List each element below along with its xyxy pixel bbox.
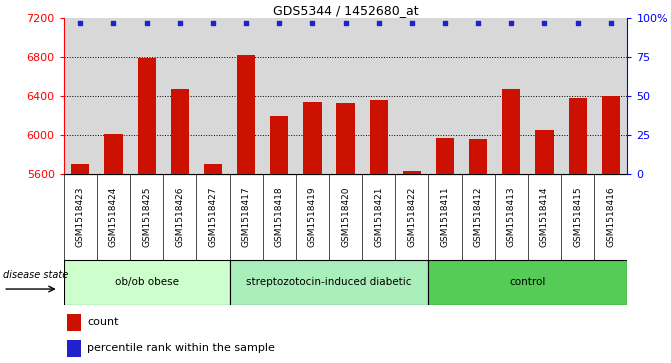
Point bbox=[75, 20, 86, 26]
Bar bbox=[170, 89, 189, 174]
Text: GSM1518421: GSM1518421 bbox=[374, 187, 383, 247]
Bar bbox=[204, 163, 222, 174]
Bar bbox=[71, 163, 89, 174]
Text: GSM1518413: GSM1518413 bbox=[507, 187, 516, 247]
Text: GSM1518416: GSM1518416 bbox=[607, 187, 615, 247]
Bar bbox=[568, 98, 586, 174]
Point bbox=[274, 20, 285, 26]
Text: GSM1518427: GSM1518427 bbox=[209, 187, 217, 247]
Bar bbox=[535, 130, 554, 174]
Bar bbox=[403, 171, 421, 174]
Text: streptozotocin-induced diabetic: streptozotocin-induced diabetic bbox=[246, 277, 412, 287]
Title: GDS5344 / 1452680_at: GDS5344 / 1452680_at bbox=[272, 4, 419, 17]
Point bbox=[174, 20, 185, 26]
Point bbox=[539, 20, 550, 26]
Text: GSM1518424: GSM1518424 bbox=[109, 187, 118, 247]
Bar bbox=[429, 260, 627, 305]
Bar bbox=[436, 138, 454, 174]
Bar bbox=[270, 116, 289, 174]
Bar bbox=[370, 100, 388, 174]
Point bbox=[340, 20, 351, 26]
Point bbox=[108, 20, 119, 26]
Text: GSM1518415: GSM1518415 bbox=[573, 187, 582, 247]
Text: GSM1518412: GSM1518412 bbox=[474, 187, 482, 247]
Text: control: control bbox=[510, 277, 546, 287]
Point bbox=[473, 20, 484, 26]
Text: GSM1518425: GSM1518425 bbox=[142, 187, 151, 247]
Bar bbox=[502, 89, 521, 174]
Text: GSM1518417: GSM1518417 bbox=[242, 187, 250, 247]
Point bbox=[373, 20, 384, 26]
Point bbox=[307, 20, 318, 26]
Text: GSM1518411: GSM1518411 bbox=[441, 187, 450, 247]
Text: ob/ob obese: ob/ob obese bbox=[115, 277, 178, 287]
Text: percentile rank within the sample: percentile rank within the sample bbox=[87, 343, 275, 354]
Text: GSM1518420: GSM1518420 bbox=[341, 187, 350, 247]
Point bbox=[407, 20, 417, 26]
Bar bbox=[229, 260, 429, 305]
Text: GSM1518423: GSM1518423 bbox=[76, 187, 85, 247]
Point bbox=[605, 20, 616, 26]
Bar bbox=[336, 102, 355, 174]
Text: GSM1518414: GSM1518414 bbox=[540, 187, 549, 247]
Text: GSM1518419: GSM1518419 bbox=[308, 187, 317, 247]
Text: GSM1518418: GSM1518418 bbox=[274, 187, 284, 247]
Text: disease state: disease state bbox=[3, 270, 68, 281]
Point bbox=[142, 20, 152, 26]
Bar bbox=[237, 55, 255, 174]
Point bbox=[207, 20, 218, 26]
Point bbox=[440, 20, 450, 26]
Bar bbox=[67, 314, 81, 331]
Text: GSM1518422: GSM1518422 bbox=[407, 187, 417, 247]
Bar bbox=[469, 139, 487, 174]
Bar bbox=[138, 58, 156, 174]
Bar bbox=[303, 102, 321, 174]
Text: count: count bbox=[87, 317, 119, 327]
Point bbox=[506, 20, 517, 26]
Point bbox=[572, 20, 583, 26]
Point bbox=[241, 20, 252, 26]
Text: GSM1518426: GSM1518426 bbox=[175, 187, 185, 247]
Bar bbox=[67, 340, 81, 357]
Bar bbox=[105, 134, 123, 174]
Bar bbox=[64, 260, 229, 305]
Bar bbox=[602, 96, 620, 174]
